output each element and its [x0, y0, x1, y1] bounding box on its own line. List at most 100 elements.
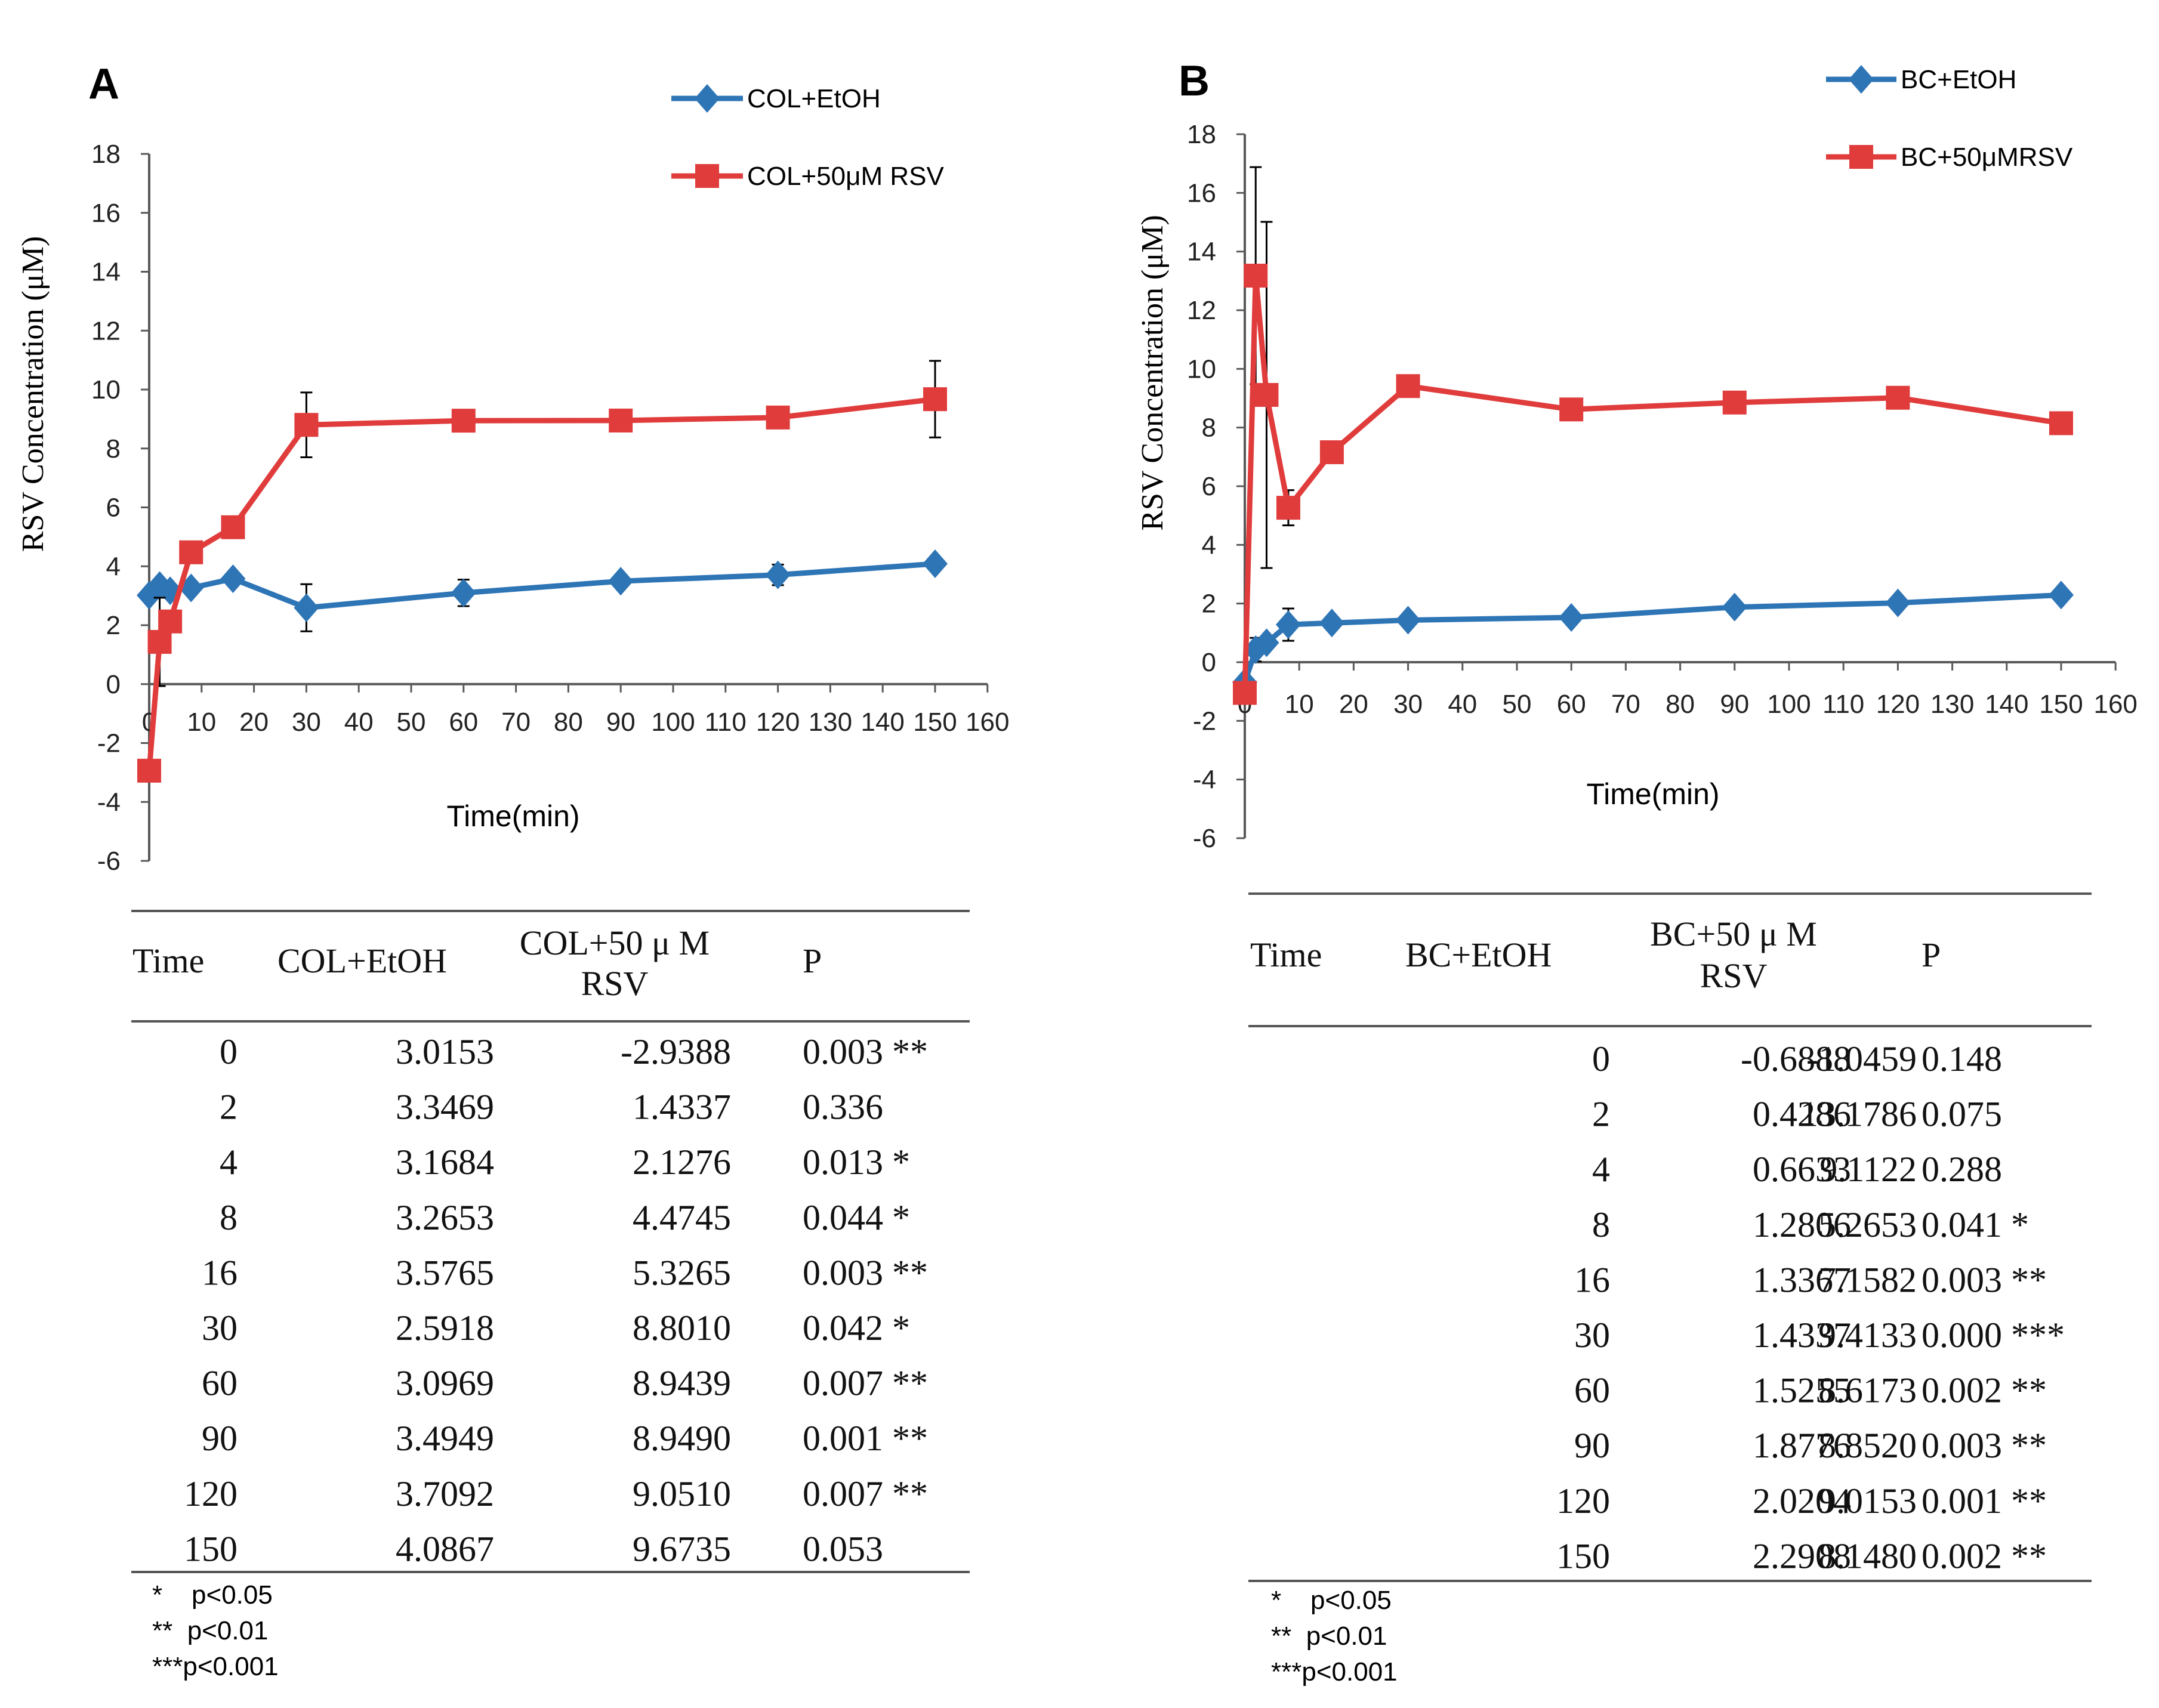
legend-entry: COL+50μM RSV	[671, 162, 944, 191]
table-cell-time: 2	[220, 1088, 238, 1127]
table-cell-time: 8	[220, 1198, 238, 1237]
table-cell-p: 0.001 **	[1921, 1481, 2047, 1521]
x-tick-label: 60	[1557, 690, 1586, 719]
table-cell-p: 0.288	[1921, 1150, 2002, 1189]
y-tick-label: 0	[1202, 648, 1216, 677]
series-line	[1242, 273, 2062, 693]
y-tick-label: 18	[91, 140, 121, 169]
table-header-p: P	[803, 941, 822, 980]
table-cell-etoh: 3.0969	[396, 1364, 494, 1403]
table-cell-rsv: 5.3265	[633, 1253, 731, 1292]
table-row: 90 3.4949 8.9490 0.001 **	[202, 1419, 928, 1458]
y-tick-label: 14	[1187, 237, 1216, 267]
table-cell-etoh: 1.5255	[1753, 1371, 1851, 1410]
table-cell-rsv: 2.1276	[633, 1142, 731, 1182]
x-tick-label: 80	[554, 708, 583, 737]
table-cell-time: 150	[184, 1529, 238, 1568]
table-row: 0 -0.6888-1.0459 0.148	[1592, 1039, 2002, 1079]
y-tick-label: -2	[97, 729, 121, 758]
table-cell-rsv: 8.9439	[633, 1364, 731, 1403]
panel-a: A -6 -4 -2 0 2 4 6 8 10 12 14 16 18 0 10 20 30 40 50 60 70 80 9…	[16, 60, 1010, 1681]
y-tick-label: 18	[1187, 120, 1216, 149]
data-table: Time COL+EtOH COL+50 μ M RSV P 0 3.0153 -2.9388…	[131, 910, 970, 1681]
table-cell-p: 0.003 **	[1921, 1426, 2047, 1465]
table-cell-etoh: 1.2806	[1753, 1205, 1851, 1244]
data-point-square	[1722, 390, 1747, 415]
x-tick-label: 30	[292, 708, 321, 737]
legend-marker-diamond	[695, 84, 720, 113]
table-cell-time: 150	[1556, 1536, 1610, 1576]
table-cell-p: 0.000 ***	[1921, 1315, 2065, 1355]
series-col-50-m-rsv	[137, 360, 947, 783]
table-cell-p: 0.002 **	[1921, 1536, 2047, 1576]
data-point-diamond	[923, 549, 948, 578]
table-cell-p: 0.003 **	[803, 1253, 928, 1292]
table-cell-etoh: 3.0153	[396, 1032, 494, 1071]
y-tick-label: 12	[91, 316, 121, 345]
table-cell-time: 120	[1556, 1481, 1610, 1521]
data-point-square	[609, 408, 633, 433]
table-cell-p: 0.148	[1921, 1039, 2002, 1079]
table-cell-p: 0.041 *	[1921, 1205, 2029, 1244]
x-tick-label: 10	[1285, 690, 1314, 719]
x-tick-label: 140	[860, 708, 904, 737]
table-cell-time: 4	[220, 1142, 238, 1182]
table-cell-time: 90	[202, 1419, 238, 1458]
data-point-diamond	[451, 578, 476, 607]
x-tick-label: 110	[705, 708, 747, 737]
table-row: 150 4.0867 9.6735 0.053	[184, 1529, 883, 1568]
x-tick-label: 70	[501, 708, 531, 737]
table-footnote: ** p<0.01	[152, 1616, 269, 1645]
data-point-diamond	[765, 560, 791, 589]
table-cell-time: 60	[1574, 1371, 1610, 1410]
data-point-diamond	[1275, 610, 1301, 640]
data-point-diamond	[1395, 606, 1421, 635]
data-point-square	[1276, 496, 1300, 520]
table-row: 0 3.0153 -2.9388 0.003 **	[220, 1032, 928, 1071]
table-cell-rsv: 7.1582	[1818, 1260, 1917, 1299]
x-tick-label: 120	[756, 708, 800, 737]
data-point-square	[923, 387, 947, 412]
table-cell-etoh: 3.5765	[396, 1253, 494, 1292]
table-cell-rsv: 9.0510	[633, 1474, 731, 1514]
data-point-square	[1233, 681, 1257, 705]
table-row: 60 3.0969 8.9439 0.007 **	[202, 1364, 928, 1403]
x-axis-title: Time(min)	[1586, 777, 1719, 811]
table-cell-rsv: -2.9388	[621, 1032, 731, 1071]
series-bc-50-mrsv	[1233, 166, 2073, 705]
table-cell-etoh: 0.4286	[1753, 1095, 1851, 1134]
y-tick-label: 2	[106, 611, 121, 640]
y-tick-label: 4	[1202, 530, 1216, 560]
table-cell-time: 30	[1574, 1315, 1610, 1355]
y-tick-label: -6	[1193, 824, 1216, 853]
table-cell-etoh: 1.4337	[1753, 1315, 1851, 1355]
table-cell-rsv: 8.8010	[633, 1308, 731, 1348]
y-tick-label: 4	[106, 552, 121, 581]
table-cell-etoh: 3.2653	[396, 1198, 494, 1237]
data-point-square	[221, 515, 245, 539]
table-cell-time: 8	[1592, 1205, 1610, 1244]
table-cell-etoh: 3.7092	[396, 1474, 494, 1514]
x-tick-label: 140	[1985, 690, 2028, 719]
x-tick-label: 20	[1339, 690, 1368, 719]
y-tick-label: 6	[106, 493, 121, 523]
table-cell-rsv: 4.4745	[633, 1198, 731, 1237]
legend-entry: BC+50μMRSV	[1826, 143, 2073, 172]
x-tick-label: 70	[1611, 690, 1640, 719]
data-point-square	[2049, 411, 2073, 436]
table-row: 4 3.1684 2.1276 0.013 *	[220, 1142, 910, 1182]
table-cell-etoh: 0.6633	[1753, 1150, 1851, 1189]
x-tick-label: 50	[1503, 690, 1532, 719]
table-header-time: Time	[132, 941, 204, 980]
y-tick-label: -4	[97, 787, 121, 817]
x-tick-label: 10	[187, 708, 216, 737]
legend-entry: COL+EtOH	[671, 84, 881, 113]
table-header-rsv-line2: RSV	[1700, 956, 1768, 995]
